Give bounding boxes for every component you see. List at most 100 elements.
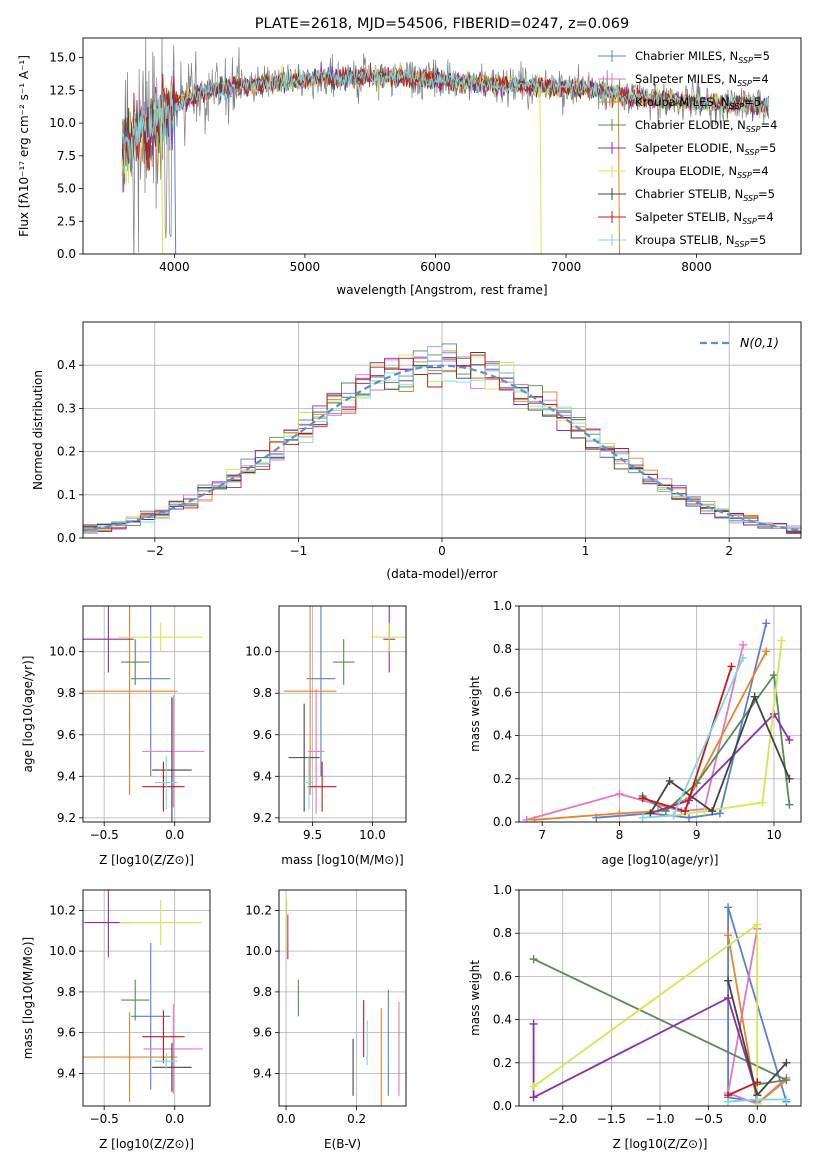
mass-weight-line-5 bbox=[533, 922, 759, 1104]
residuals-legend-entry: N(0,1) bbox=[740, 335, 779, 350]
x-tick-label: 6000 bbox=[420, 260, 451, 274]
normal-curve bbox=[83, 364, 801, 532]
y-tick-label: 0.8 bbox=[493, 642, 512, 656]
spectrum-frame bbox=[82, 37, 802, 255]
absorption-line bbox=[539, 86, 542, 254]
mass_vs_Z-xlabel: Z [log10(Z/Z⊙)] bbox=[99, 1137, 194, 1151]
y-tick-label: 9.4 bbox=[253, 1066, 272, 1080]
marker-plus bbox=[785, 800, 794, 809]
y-tick-label: 0.0 bbox=[493, 815, 512, 829]
marker-plus bbox=[777, 636, 786, 645]
mass-weight-line-5 bbox=[673, 640, 783, 817]
marker-plus bbox=[615, 809, 624, 818]
x-tick-label: −2.0 bbox=[548, 1112, 577, 1126]
marker-plus bbox=[715, 809, 724, 818]
x-tick-label: 0.0 bbox=[748, 1112, 767, 1126]
x-tick-label: −1.0 bbox=[645, 1112, 674, 1126]
marker-plus bbox=[753, 920, 762, 929]
legend-entry: Kroupa ELODIE, NSSP=4 bbox=[635, 164, 769, 180]
y-tick-label: 0.6 bbox=[493, 685, 512, 699]
marker-plus bbox=[665, 776, 674, 785]
y-tick-label: 0.0 bbox=[57, 247, 76, 261]
y-tick-label: 9.6 bbox=[57, 1026, 76, 1040]
marker-plus bbox=[646, 809, 655, 818]
axes-spectrum: 4000 5000 6000 7000 8000 0.0 2.5 5.0 7.5 10.0 12.5… bbox=[49, 51, 712, 274]
absorption-line bbox=[173, 103, 177, 254]
mass-weight-line-7 bbox=[727, 1081, 758, 1097]
mass-weight-line-8 bbox=[642, 657, 744, 819]
y-tick-label: 9.8 bbox=[253, 686, 272, 700]
x-tick-label: 8000 bbox=[681, 260, 712, 274]
age_vs_mass-frame bbox=[278, 605, 407, 823]
y-tick-label: 9.4 bbox=[253, 769, 272, 783]
y-tick-label: 0.2 bbox=[57, 445, 76, 459]
marker-plus bbox=[529, 1082, 538, 1091]
y-tick-label: 10.0 bbox=[49, 645, 76, 659]
mass-weight-line-4 bbox=[532, 996, 759, 1099]
legend-entry: Chabrier ELODIE, NSSP=4 bbox=[635, 118, 777, 134]
x-tick-label: 8 bbox=[616, 828, 624, 842]
y-tick-label: 0.4 bbox=[57, 358, 76, 372]
x-tick-label: 10 bbox=[766, 828, 781, 842]
model-line-8 bbox=[121, 67, 769, 174]
y-tick-label: 10.0 bbox=[49, 116, 76, 130]
spectrum-legend: Chabrier MILES, NSSP=5 Salpeter MILES, NS… bbox=[598, 49, 777, 249]
marker-plus bbox=[753, 1095, 762, 1104]
marker-plus bbox=[638, 794, 647, 803]
y-tick-label: 10.2 bbox=[245, 903, 272, 917]
x-tick-label: 7000 bbox=[551, 260, 582, 274]
y-tick-label: 0.3 bbox=[57, 401, 76, 415]
x-tick-label: −2 bbox=[146, 544, 164, 558]
x-tick-label: 10.0 bbox=[359, 828, 386, 842]
x-tick-label: 1 bbox=[582, 544, 590, 558]
axes-mw_vs_age: 7 8 9 10 0.0 0.2 0.4 0.6 0.8 1.0 bbox=[493, 599, 801, 842]
x-tick-label: −0.5 bbox=[90, 1112, 119, 1126]
axes-mass_vs_Z: −0.5 0.0 9.4 9.6 9.8 10.0 10.2 bbox=[49, 890, 210, 1126]
axes-mass_vs_ebv: 0.0 0.2 9.4 9.6 9.8 10.0 10.2 bbox=[245, 890, 406, 1126]
y-tick-label: 10.0 bbox=[49, 944, 76, 958]
x-tick-label: 0.0 bbox=[277, 1112, 296, 1126]
y-tick-label: 0.8 bbox=[493, 926, 512, 940]
y-tick-label: 7.5 bbox=[57, 149, 76, 163]
mw_vs_Z-xlabel: Z [log10(Z/Z⊙)] bbox=[613, 1137, 708, 1151]
marker-plus bbox=[681, 807, 690, 816]
axes-age_vs_mass: 9.5 10.0 9.2 9.4 9.6 9.8 10.0 bbox=[245, 606, 406, 842]
mass_vs_Z-frame bbox=[82, 889, 211, 1107]
marker-plus bbox=[782, 1076, 791, 1085]
y-tick-label: 9.6 bbox=[57, 728, 76, 742]
mass_vs_ebv-frame bbox=[278, 889, 407, 1107]
y-tick-label: 2.5 bbox=[57, 214, 76, 228]
x-tick-label: 9.5 bbox=[303, 828, 322, 842]
legend-entry: Chabrier MILES, NSSP=5 bbox=[635, 49, 770, 65]
marker-plus bbox=[615, 789, 624, 798]
x-tick-label: 5000 bbox=[290, 260, 321, 274]
mw_vs_age-ylabel: mass weight bbox=[468, 676, 482, 752]
marker-plus bbox=[750, 692, 759, 701]
marker-plus bbox=[785, 774, 794, 783]
marker-plus bbox=[782, 1095, 791, 1104]
residuals-ylabel: Normed distribution bbox=[31, 370, 45, 490]
marker-plus bbox=[708, 807, 717, 816]
age_vs_mass-xlabel: mass [log10(M/M⊙)] bbox=[281, 853, 403, 867]
y-tick-label: 9.8 bbox=[57, 686, 76, 700]
axes-mw_vs_Z: −2.0 −1.5 −1.0 −0.5 0.0 0.0 0.2 0.4 0.6 0.8 1.0 bbox=[493, 883, 801, 1126]
age_vs_Z-xlabel: Z [log10(Z/Z⊙)] bbox=[99, 853, 194, 867]
marker-plus bbox=[724, 994, 733, 1002]
legend-entry: Salpeter STELIB, NSSP=4 bbox=[635, 210, 774, 226]
marker-plus bbox=[724, 976, 733, 985]
y-tick-label: 10.0 bbox=[245, 944, 272, 958]
y-tick-label: 0.1 bbox=[57, 488, 76, 502]
y-tick-label: 9.2 bbox=[57, 811, 76, 825]
marker-plus bbox=[739, 653, 748, 662]
mass_vs_ebv-xlabel: E(B-V) bbox=[324, 1137, 361, 1151]
mass-weight-line-7 bbox=[642, 666, 733, 813]
marker-plus bbox=[724, 1097, 733, 1106]
y-tick-label: 0.6 bbox=[493, 969, 512, 983]
spectrum-xlabel: wavelength [Angstrom, rest frame] bbox=[336, 283, 547, 297]
marker-plus bbox=[700, 807, 709, 816]
y-tick-label: 1.0 bbox=[493, 599, 512, 613]
mw_vs_Z-frame bbox=[518, 889, 802, 1107]
x-tick-label: −1 bbox=[290, 544, 308, 558]
absorption-line bbox=[160, 116, 164, 254]
